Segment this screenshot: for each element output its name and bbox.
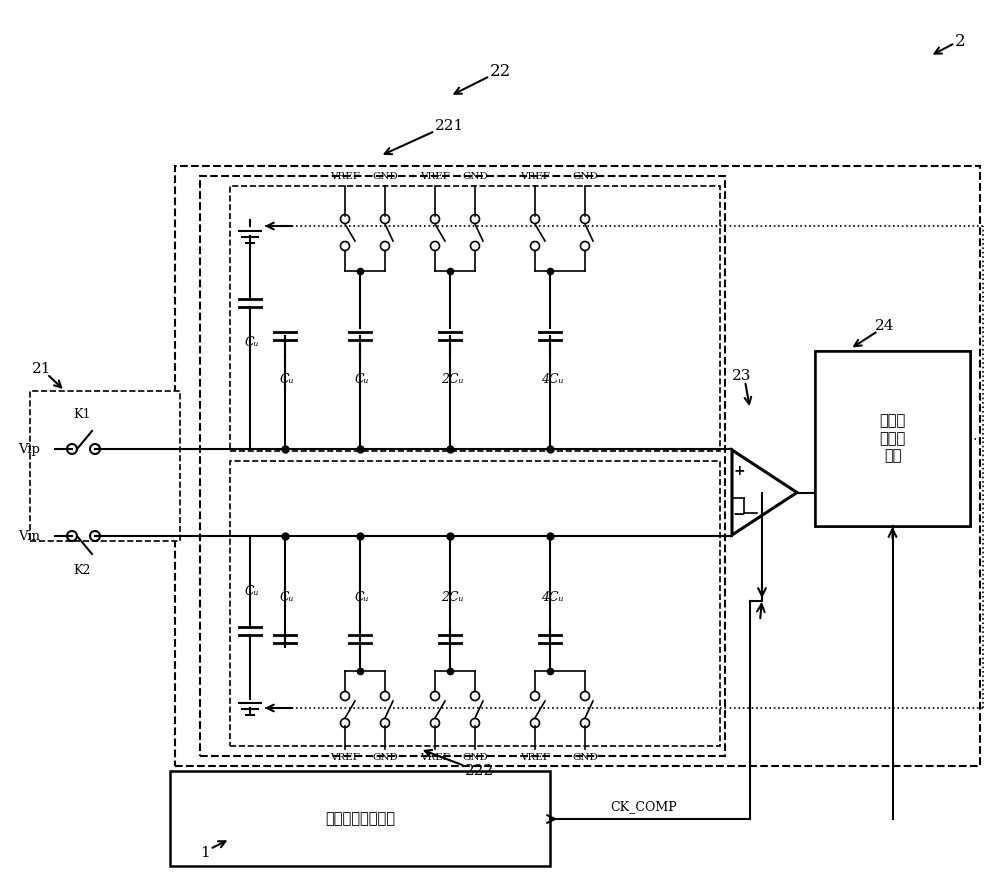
Text: Cᵤ: Cᵤ (280, 591, 294, 604)
Text: 22: 22 (489, 62, 511, 79)
Text: 异步逻辑控制电路: 异步逻辑控制电路 (325, 812, 395, 827)
Text: Cᵤ: Cᵤ (355, 591, 369, 604)
Text: 数字逻
辑控制
模块: 数字逻 辑控制 模块 (879, 413, 906, 463)
Text: VREF: VREF (330, 753, 360, 762)
Text: GND: GND (572, 172, 598, 181)
Text: K1: K1 (73, 408, 91, 421)
Bar (230, 186, 720, 451)
Text: Cᵤ: Cᵤ (280, 373, 294, 386)
Text: VREF: VREF (520, 753, 550, 762)
Text: −: − (733, 507, 745, 522)
Text: GND: GND (372, 172, 398, 181)
Text: 4Cᵤ: 4Cᵤ (541, 373, 563, 386)
Text: GND: GND (372, 753, 398, 762)
Bar (230, 461, 720, 746)
Text: VREF: VREF (420, 753, 450, 762)
Text: Cᵤ: Cᵤ (355, 373, 369, 386)
Text: Cᵤ: Cᵤ (245, 585, 259, 598)
Text: 2Cᵤ: 2Cᵤ (441, 591, 463, 604)
Text: 4Cᵤ: 4Cᵤ (541, 591, 563, 604)
Bar (815, 351, 970, 526)
Text: 1: 1 (200, 846, 210, 860)
Text: VREF: VREF (520, 172, 550, 181)
Text: K2: K2 (73, 564, 91, 577)
Text: CK_COMP: CK_COMP (610, 800, 677, 813)
Text: VREF: VREF (330, 172, 360, 181)
Bar (815, 351, 970, 526)
Text: 24: 24 (875, 319, 895, 333)
Bar (200, 176, 725, 756)
Text: Vin: Vin (18, 529, 40, 543)
Text: 2: 2 (955, 32, 965, 50)
Text: 221: 221 (435, 119, 465, 133)
Text: GND: GND (462, 753, 488, 762)
Text: 2Cᵤ: 2Cᵤ (441, 373, 463, 386)
Text: 21: 21 (32, 362, 52, 376)
Text: Vip: Vip (18, 443, 40, 455)
Text: GND: GND (462, 172, 488, 181)
Bar (170, 771, 550, 866)
Bar (30, 391, 180, 541)
Text: Cᵤ: Cᵤ (245, 336, 259, 349)
Text: +: + (733, 463, 745, 478)
Text: 222: 222 (465, 764, 495, 778)
Text: 23: 23 (732, 369, 752, 383)
Text: VREF: VREF (420, 172, 450, 181)
Text: GND: GND (572, 753, 598, 762)
Bar (175, 166, 980, 766)
